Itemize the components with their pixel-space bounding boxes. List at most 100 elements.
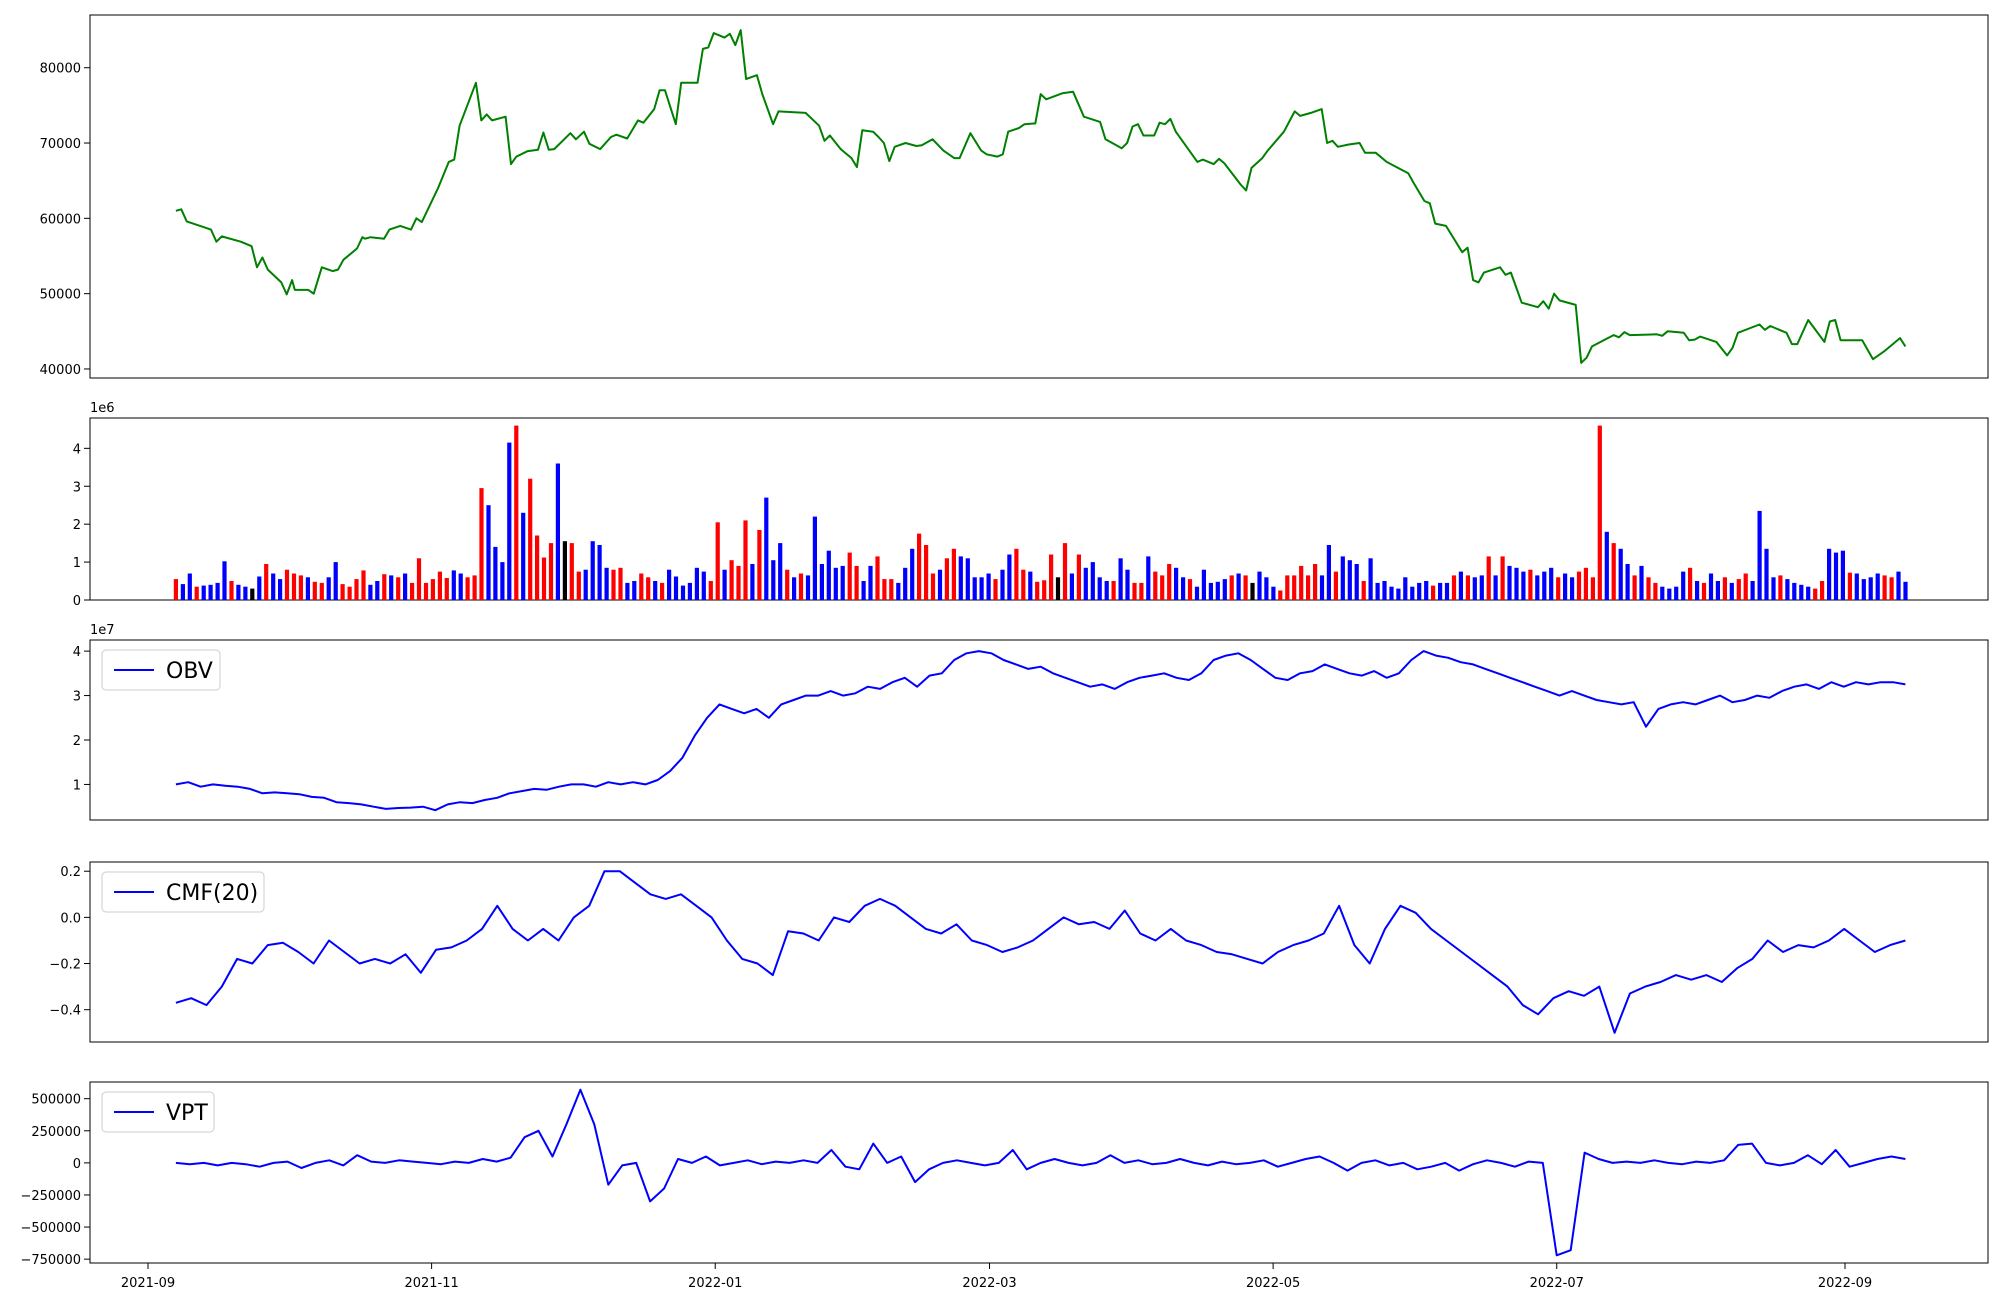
volume-bar — [1000, 569, 1005, 600]
volume-bar — [1563, 573, 1568, 600]
volume-bar — [722, 569, 727, 600]
volume-bar — [410, 582, 415, 600]
volume-bar — [1695, 581, 1700, 600]
volume-bar — [541, 557, 547, 600]
volume-bar — [812, 516, 817, 600]
volume-bar — [479, 488, 484, 600]
volume-bar — [1438, 582, 1443, 600]
volume-bar — [1611, 543, 1616, 600]
volume-bar — [1090, 562, 1095, 600]
volume-bar — [1306, 575, 1311, 600]
volume-bar — [785, 569, 790, 600]
y-tick-label: 0 — [73, 1157, 81, 1172]
volume-bar — [458, 573, 463, 600]
volume-bar — [229, 581, 234, 600]
volume-bar — [993, 579, 998, 600]
volume-bar — [1792, 582, 1797, 600]
volume-bar — [1431, 585, 1436, 600]
volume-bar — [1840, 550, 1845, 600]
legend-box — [101, 1091, 215, 1133]
volume-bar — [1028, 571, 1033, 600]
volume-bar — [1903, 581, 1908, 600]
volume-bar — [326, 577, 331, 601]
volume-bar — [1667, 588, 1672, 600]
obv-panel: 1 2 3 4 1e7 OBV — [73, 623, 1989, 821]
volume-bar — [1326, 545, 1331, 600]
volume-bar — [1570, 577, 1575, 601]
volume-bar — [208, 584, 213, 600]
volume-bar — [847, 552, 852, 600]
volume-bar — [1521, 571, 1526, 600]
axes-frame — [89, 639, 1989, 821]
volume-bar — [1625, 564, 1630, 600]
volume-bar — [354, 579, 359, 600]
volume-bar — [833, 567, 838, 600]
volume-bar — [486, 505, 491, 600]
volume-bar — [798, 573, 804, 600]
volume-bar — [972, 577, 977, 601]
volume-bar — [264, 564, 269, 600]
volume-bar — [1021, 569, 1026, 600]
x-tick-label: 2021-09 — [121, 1276, 175, 1291]
volume-bar — [1215, 581, 1220, 600]
volume-bar — [1236, 573, 1241, 600]
y-tick-label: 3 — [73, 480, 81, 495]
volume-bar — [236, 584, 241, 600]
volume-panel: 0 1 2 3 4 1e6 — [73, 401, 1989, 609]
volume-bar — [1097, 577, 1102, 601]
volume-bar — [660, 582, 665, 600]
volume-bar — [1681, 571, 1686, 600]
volume-bar — [1528, 569, 1533, 600]
volume-bar — [319, 582, 324, 600]
x-tick-label: 2022-05 — [1246, 1276, 1300, 1291]
volume-bar — [979, 577, 984, 601]
y-tick-label: 4 — [73, 645, 81, 660]
cmf-line — [175, 870, 1906, 1034]
y-tick-label: 2 — [73, 518, 81, 533]
y-tick-label: 500000 — [31, 1093, 81, 1108]
volume-bar — [312, 581, 317, 600]
volume-bar — [1472, 577, 1477, 601]
volume-bar — [757, 529, 762, 600]
volume-bar — [423, 582, 429, 600]
volume-bar — [1729, 582, 1734, 600]
volume-bar — [1653, 582, 1658, 600]
offset-text: 1e7 — [90, 623, 115, 638]
y-tick-label: −500000 — [20, 1221, 81, 1236]
volume-bar — [187, 573, 192, 600]
y-tick-label: 1 — [73, 778, 81, 793]
volume-bar — [1187, 579, 1193, 600]
volume-bar — [1313, 564, 1318, 600]
volume-bar — [958, 556, 963, 600]
volume-bar — [597, 545, 602, 600]
volume-bar — [653, 581, 658, 600]
volume-bar — [1827, 548, 1832, 600]
volume-bar — [1771, 577, 1776, 601]
volume-bar — [1264, 577, 1269, 601]
volume-bar — [1451, 575, 1457, 600]
volume-bar — [889, 579, 894, 600]
volume-bar — [389, 575, 394, 600]
volume-bar — [819, 564, 824, 600]
volume-bar — [625, 582, 630, 600]
volume-bar — [1708, 573, 1714, 600]
x-tick-label: 2022-07 — [1530, 1276, 1584, 1291]
y-tick-label: 1 — [73, 556, 81, 571]
volume-bar — [375, 581, 380, 600]
volume-bar — [1049, 554, 1054, 600]
volume-bar — [917, 533, 922, 600]
volume-bar — [347, 586, 352, 600]
volume-bar — [1361, 581, 1366, 600]
volume-bar — [382, 574, 387, 600]
volume-bar — [1660, 586, 1665, 600]
volume-bar — [1375, 582, 1380, 600]
volume-bar — [243, 586, 248, 600]
volume-bar — [284, 569, 290, 600]
volume-bar — [1174, 567, 1179, 600]
vpt-panel: −750000 −500000 −250000 0 250000 500000 VPT — [20, 1081, 1989, 1268]
volume-bar — [555, 463, 560, 600]
volume-bar — [1736, 579, 1741, 600]
offset-text: 1e6 — [90, 401, 115, 416]
volume-bar — [986, 573, 991, 600]
